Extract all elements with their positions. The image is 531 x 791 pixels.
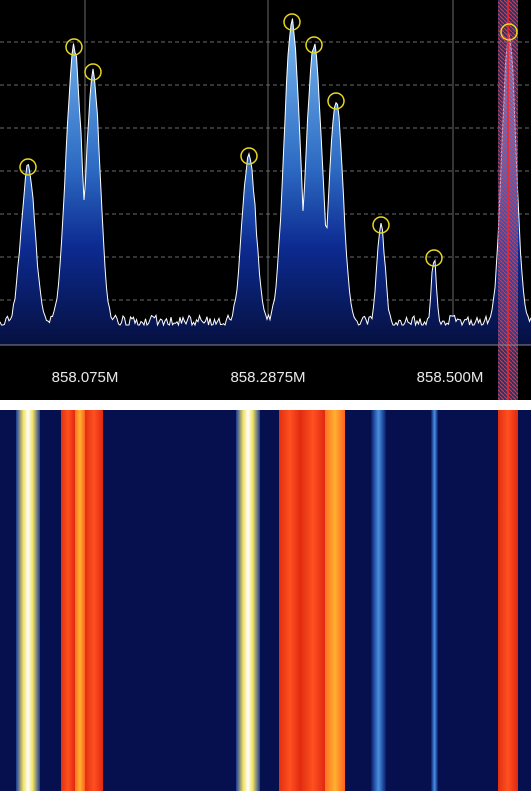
peak-marker	[327, 92, 345, 110]
peak-marker	[19, 158, 37, 176]
peak-markers	[19, 13, 518, 267]
peak-marker	[425, 249, 443, 267]
peak-marker	[305, 36, 323, 54]
freq-label: 858.500M	[417, 369, 484, 386]
wf-stripe	[301, 410, 325, 791]
waterfall	[16, 410, 518, 791]
freq-label: 858.075M	[52, 369, 119, 386]
peak-marker	[372, 216, 390, 234]
peak-marker	[283, 13, 301, 31]
spectrum-trace	[0, 18, 531, 327]
wf-stripe	[75, 410, 85, 791]
spectrum	[0, 18, 531, 345]
peak-marker	[65, 38, 83, 56]
wf-stripe	[431, 410, 438, 791]
wf-stripe	[61, 410, 75, 791]
wf-stripe	[371, 410, 386, 791]
peak-marker	[84, 63, 102, 81]
wf-stripe	[325, 410, 345, 791]
wf-stripe	[279, 410, 301, 791]
wf-stripe	[16, 410, 40, 791]
separator	[0, 400, 531, 410]
wf-stripe	[498, 410, 518, 791]
peak-marker	[500, 23, 518, 41]
freq-label: 858.2875M	[230, 369, 305, 386]
wf-stripe	[236, 410, 260, 791]
wf-stripe	[85, 410, 103, 791]
peak-marker	[240, 147, 258, 165]
